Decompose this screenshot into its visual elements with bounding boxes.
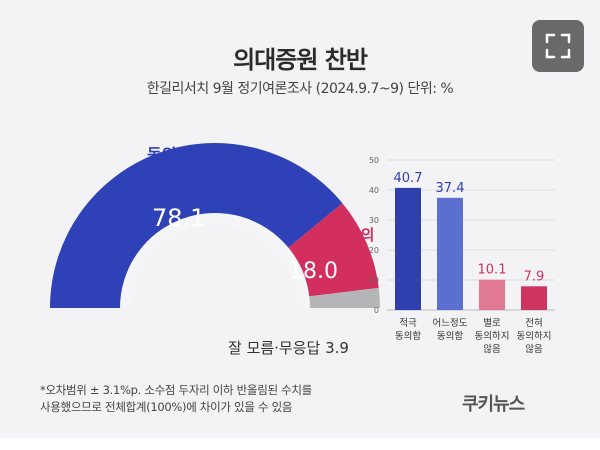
chart-subtitle: 한길리서치 9월 정기여론조사 (2024.9.7~9) 단위: % bbox=[146, 81, 454, 97]
bar-value-label: 7.9 bbox=[524, 269, 545, 284]
slice-value-disagree: 18.0 bbox=[289, 259, 338, 284]
slice-unknown bbox=[309, 287, 380, 308]
bar bbox=[479, 279, 505, 310]
bar-category-label: 적극 동의함 bbox=[395, 317, 421, 342]
slice-label-unknown: 잘 모름·무응답 3.9 bbox=[228, 339, 349, 357]
bar-category-label: 전혀 동의하지 않음 bbox=[517, 318, 552, 355]
y-tick-label: 30 bbox=[369, 216, 379, 225]
y-tick-label: 0 bbox=[374, 306, 379, 315]
y-tick-label: 50 bbox=[369, 156, 379, 165]
slice-agree bbox=[50, 142, 343, 308]
bar-chart: 0 10 20 30 40 50 40.7 적극 동의함 37.4 어느정도 동의함 10.1 별로 동의… bbox=[369, 156, 555, 355]
slice-label-agree: 동의 bbox=[147, 145, 176, 164]
footnote-line-1: *오차범위 ± 3.1%p. 소수점 두자리 이하 반올림된 수치를 bbox=[40, 383, 312, 397]
bar bbox=[521, 286, 547, 310]
bar bbox=[437, 197, 463, 310]
chart-card: 의대증원 찬반 한길리서치 9월 정기여론조사 (2024.9.7~9) 단위:… bbox=[0, 0, 600, 438]
donut-inner-ring bbox=[120, 213, 310, 308]
footnote: *오차범위 ± 3.1%p. 소수점 두자리 이하 반올림된 수치를 사용했으므… bbox=[40, 382, 312, 416]
slice-disagree bbox=[288, 203, 379, 297]
bar-category-label: 어느정도 동의함 bbox=[433, 318, 468, 342]
publisher-logo: 쿠키뉴스 bbox=[462, 394, 525, 415]
y-tick-label: 40 bbox=[369, 186, 379, 195]
bar bbox=[395, 187, 421, 310]
bar-value-label: 40.7 bbox=[394, 171, 423, 186]
footnote-line-2: 사용했으므로 전체합계(100%)에 차이가 있을 수 있음 bbox=[40, 400, 293, 414]
bar-category-label: 별로 동의하지 않음 bbox=[475, 318, 510, 355]
bar-value-label: 10.1 bbox=[478, 263, 507, 278]
bar-value-label: 37.4 bbox=[436, 181, 465, 196]
bottom-band bbox=[0, 438, 600, 450]
fullscreen-expand-icon bbox=[545, 33, 571, 59]
expand-button[interactable] bbox=[532, 20, 584, 72]
slice-label-disagree: 비동의 bbox=[333, 226, 374, 244]
slice-value-agree: 78.1 bbox=[152, 204, 205, 232]
y-tick-label: 20 bbox=[369, 246, 379, 255]
chart-title: 의대증원 찬반 bbox=[233, 46, 368, 74]
y-tick-label: 10 bbox=[369, 276, 379, 285]
half-donut-chart: 동의 78.1 비동의 18.0 잘 모름·무응답 3.9 bbox=[50, 142, 380, 357]
